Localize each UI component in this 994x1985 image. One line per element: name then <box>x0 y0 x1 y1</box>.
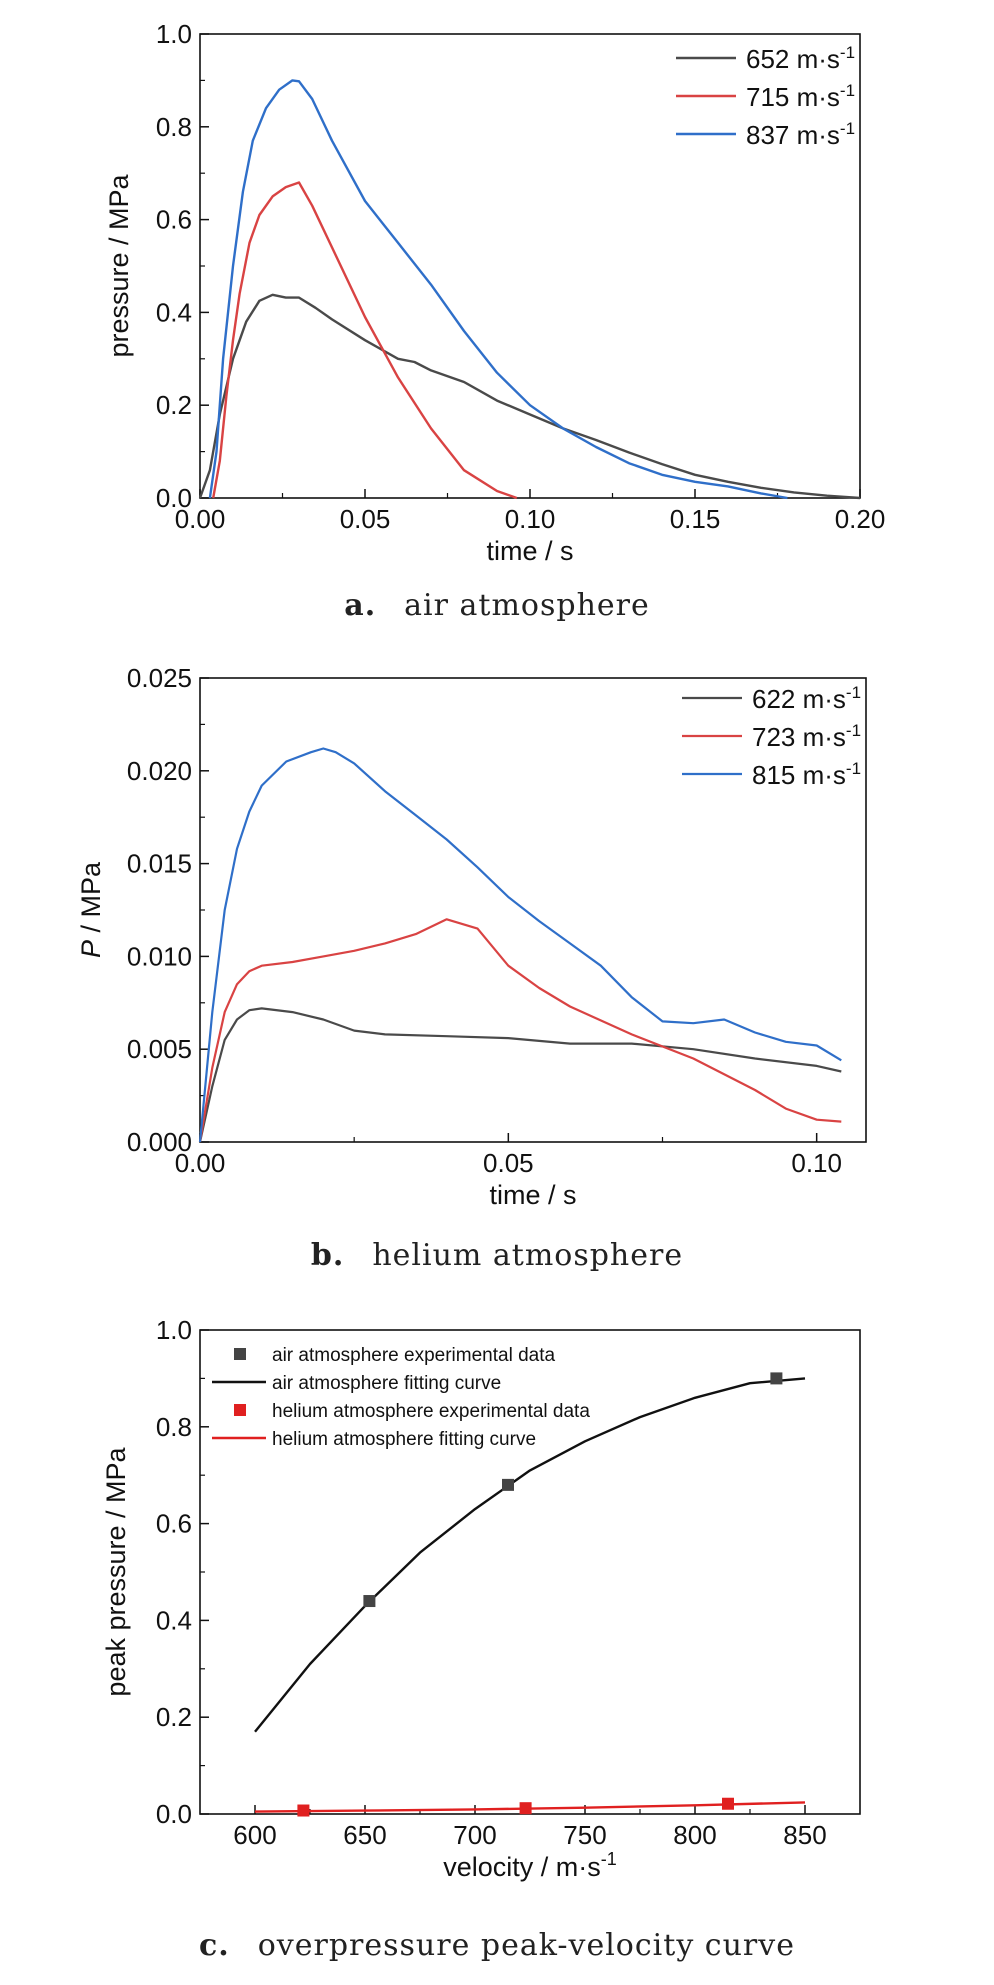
x-tick-label: 800 <box>673 1820 716 1850</box>
legend-marker <box>234 1348 246 1360</box>
x-tick-label: 0.05 <box>340 504 391 534</box>
legend-label: 837 m·s-1 <box>746 119 855 150</box>
caption-tag: a. <box>344 588 377 623</box>
y-tick-label: 0.0 <box>156 483 192 513</box>
caption-helium: b. helium atmosphere <box>0 1238 994 1273</box>
legend-label: air atmosphere fitting curve <box>272 1373 501 1394</box>
x-tick-label: 650 <box>343 1820 386 1850</box>
chart-air-atmosphere: 0.00 0.05 0.10 0.15 0.20 0.0 0.2 0.4 0.6 0.8 1.0 ti… <box>104 19 886 566</box>
y-tick-label: 1.0 <box>156 1315 192 1345</box>
x-axis-title: velocity / m·s-1 <box>443 1849 617 1882</box>
legend-label: 723 m·s-1 <box>752 721 861 752</box>
data-point <box>502 1478 514 1491</box>
chart-peak-velocity: 600 650 700 750 800 850 0.0 0.2 0.4 0.6 0.8 1.0 velo… <box>101 1315 861 1882</box>
chart-helium-atmosphere: 0.00 0.05 0.10 0.000 0.005 0.010 0.015 0.020 0.0… <box>76 663 867 1210</box>
caption-text: air atmosphere <box>404 588 650 623</box>
y-tick-label: 0.000 <box>127 1127 192 1157</box>
caption-tag: c. <box>199 1928 230 1963</box>
y-axis-title: pressure / MPa <box>104 173 134 357</box>
data-point <box>770 1372 783 1385</box>
y-axis-title: peak pressure / MPa <box>101 1446 131 1696</box>
y-tick-label: 0.0 <box>156 1799 192 1829</box>
data-point <box>519 1802 532 1815</box>
x-tick-label: 700 <box>453 1820 496 1850</box>
x-tick-label: 0.00 <box>175 1148 226 1178</box>
x-axis-title: time / s <box>486 536 573 566</box>
y-tick-label: 0.005 <box>127 1034 192 1064</box>
data-point <box>363 1595 376 1608</box>
series-line-1 <box>198 918 842 1143</box>
y-tick-label: 0.6 <box>156 205 192 235</box>
legend-label: air atmosphere experimental data <box>272 1345 555 1366</box>
chart-panel-helium: 0.00 0.05 0.10 0.000 0.005 0.010 0.015 0.020 0.0… <box>0 650 994 1290</box>
y-tick-label: 0.020 <box>127 756 192 786</box>
caption-text: overpressure peak-velocity curve <box>257 1928 795 1963</box>
y-tick-label: 0.4 <box>156 1605 192 1635</box>
legend-label: 715 m·s-1 <box>746 81 855 112</box>
y-tick-label: 0.2 <box>156 390 192 420</box>
series-line-0 <box>198 293 861 500</box>
series-line-2 <box>208 79 788 500</box>
caption-peak-velocity: c. overpressure peak-velocity curve <box>0 1928 994 1963</box>
series-line-2 <box>198 747 842 1143</box>
y-axis-title: P / MPa <box>76 861 106 958</box>
y-tick-label: 0.6 <box>156 1509 192 1539</box>
x-tick-label: 0.00 <box>175 504 226 534</box>
caption-air: a. air atmosphere <box>0 588 994 623</box>
x-tick-label: 0.15 <box>670 504 721 534</box>
y-tick-label: 0.4 <box>156 297 192 327</box>
data-point <box>297 1804 310 1817</box>
x-tick-label: 750 <box>563 1820 606 1850</box>
x-tick-label: 600 <box>233 1820 276 1850</box>
y-tick-label: 0.010 <box>127 941 192 971</box>
y-tick-label: 1.0 <box>156 19 192 49</box>
series-line-1 <box>212 181 518 500</box>
legend-label: 815 m·s-1 <box>752 759 861 790</box>
caption-text: helium atmosphere <box>372 1238 684 1273</box>
y-tick-label: 0.015 <box>127 849 192 879</box>
series-line-0 <box>198 1007 842 1143</box>
chart-panel-air: 0.00 0.05 0.10 0.15 0.20 0.0 0.2 0.4 0.6 0.8 1.0 ti… <box>0 0 994 640</box>
x-tick-label: 0.05 <box>483 1148 534 1178</box>
fit-curve-1 <box>254 1377 806 1733</box>
legend-label: helium atmosphere experimental data <box>272 1401 590 1422</box>
legend-label: helium atmosphere fitting curve <box>272 1429 536 1450</box>
x-tick-label: 850 <box>783 1820 826 1850</box>
x-tick-label: 0.10 <box>791 1148 842 1178</box>
y-tick-label: 0.8 <box>156 1412 192 1442</box>
y-tick-label: 0.8 <box>156 112 192 142</box>
x-axis-title: time / s <box>489 1180 576 1210</box>
x-tick-label: 0.10 <box>505 504 556 534</box>
chart-panel-peak-velocity: 600 650 700 750 800 850 0.0 0.2 0.4 0.6 0.8 1.0 velo… <box>0 1300 994 1985</box>
y-tick-label: 0.2 <box>156 1702 192 1732</box>
y-tick-label: 0.025 <box>127 663 192 693</box>
x-tick-label: 0.20 <box>835 504 886 534</box>
legend-marker <box>234 1404 246 1416</box>
legend-label: 652 m·s-1 <box>746 43 855 74</box>
legend-label: 622 m·s-1 <box>752 683 861 714</box>
data-point <box>722 1797 734 1810</box>
caption-tag: b. <box>310 1238 345 1273</box>
